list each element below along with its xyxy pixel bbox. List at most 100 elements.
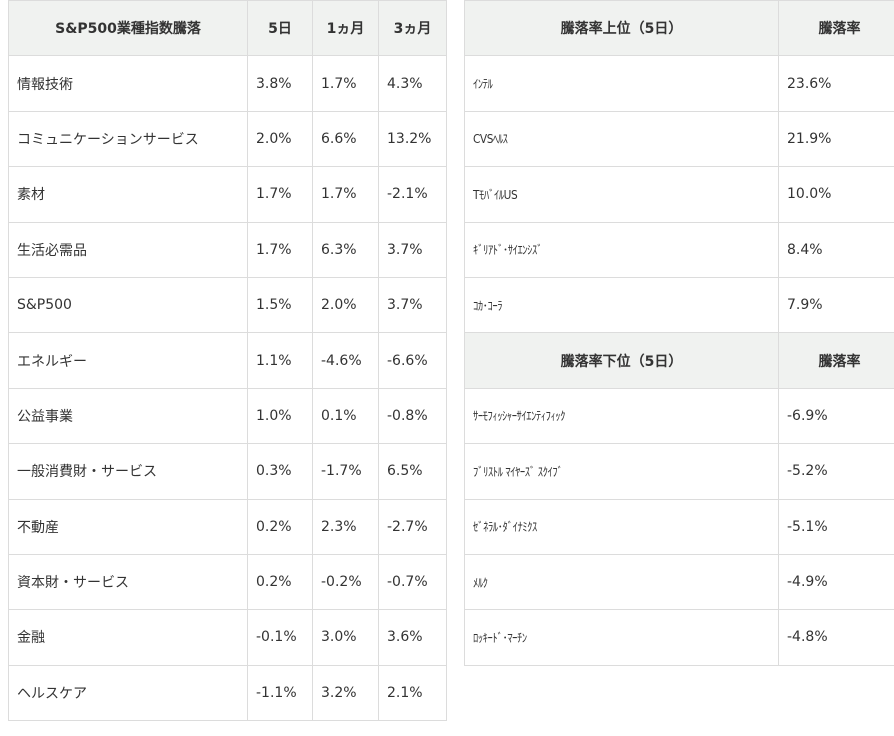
stock-name-cell: ｾﾞﾈﾗﾙ･ﾀﾞｲﾅﾐｸｽ <box>464 498 779 555</box>
stock-rate-cell: -4.9% <box>778 553 894 611</box>
change-3m-cell: 3.7% <box>378 221 447 278</box>
change-1m-cell: -1.7% <box>312 443 379 500</box>
sector-name-cell: 情報技術 <box>8 55 248 112</box>
sector-performance-table: S&P500業種指数騰落 5日 1ヵ月 3ヵ月 情報技術 3.8% 1.7% 4.3%… <box>8 0 447 722</box>
column-header-bottom-movers: 騰落率下位（5日） <box>464 332 779 389</box>
change-5d-cell: -0.1% <box>247 609 313 666</box>
sector-name-cell: 不動産 <box>8 498 248 555</box>
change-3m-cell: 4.3% <box>378 55 447 112</box>
change-1m-cell: -4.6% <box>312 332 379 389</box>
table-row: ﾛｯｷｰﾄﾞ･ﾏｰﾁﾝ -4.8% <box>464 609 894 666</box>
change-5d-cell: 0.3% <box>247 443 313 500</box>
change-5d-cell: 1.7% <box>247 221 313 278</box>
sector-name-cell: 金融 <box>8 609 248 666</box>
stock-rate-cell: 7.9% <box>778 276 894 334</box>
table-row: 一般消費財・サービス 0.3% -1.7% 6.5% <box>8 443 447 500</box>
table-row: 生活必需品 1.7% 6.3% 3.7% <box>8 221 447 278</box>
column-header-top-movers: 騰落率上位（5日） <box>464 0 779 57</box>
change-3m-cell: 2.1% <box>378 664 447 722</box>
sector-name-cell: 資本財・サービス <box>8 553 248 611</box>
change-5d-cell: -1.1% <box>247 664 313 722</box>
table-row: エネルギー 1.1% -4.6% -6.6% <box>8 332 447 389</box>
table-row: ﾒﾙｸ -4.9% <box>464 553 894 611</box>
change-3m-cell: 3.6% <box>378 609 447 666</box>
change-5d-cell: 1.7% <box>247 166 313 223</box>
change-1m-cell: 2.0% <box>312 276 379 334</box>
table-row: 不動産 0.2% 2.3% -2.7% <box>8 498 447 555</box>
stock-name-cell-text: ｷﾞﾘｱﾄﾞ･ｻｲｴﾝｼｽﾞ <box>473 243 543 258</box>
stock-name-cell-text: ﾛｯｷｰﾄﾞ･ﾏｰﾁﾝ <box>473 630 527 645</box>
sector-name-cell: エネルギー <box>8 332 248 389</box>
change-3m-cell: -2.1% <box>378 166 447 223</box>
table-row: S&P500 1.5% 2.0% 3.7% <box>8 276 447 334</box>
change-1m-cell: 3.2% <box>312 664 379 722</box>
change-3m-cell: 3.7% <box>378 276 447 334</box>
sector-name-cell: 素材 <box>8 166 248 223</box>
sector-name-cell: コミュニケーションサービス <box>8 110 248 168</box>
change-5d-cell: 2.0% <box>247 110 313 168</box>
stock-name-cell-text: CVSﾍﾙｽ <box>473 132 508 147</box>
change-5d-cell: 0.2% <box>247 553 313 611</box>
change-3m-cell: -0.8% <box>378 387 447 445</box>
change-1m-cell: 6.6% <box>312 110 379 168</box>
change-1m-cell: 1.7% <box>312 55 379 112</box>
stock-name-cell-text: ｻｰﾓﾌｨｯｼｬｰｻｲｴﾝﾃｨﾌｨｯｸ <box>473 409 565 424</box>
change-5d-cell: 1.5% <box>247 276 313 334</box>
stock-name-cell: ﾌﾞﾘｽﾄﾙ ﾏｲﾔｰｽﾞ ｽｸｲﾌﾞ <box>464 443 779 500</box>
stock-rate-cell: 10.0% <box>778 166 894 223</box>
stock-name-cell-text: ﾒﾙｸ <box>473 575 488 590</box>
table-row: コミュニケーションサービス 2.0% 6.6% 13.2% <box>8 110 447 168</box>
sector-name-cell: ヘルスケア <box>8 664 248 722</box>
stock-rate-cell: 8.4% <box>778 221 894 278</box>
change-5d-cell: 0.2% <box>247 498 313 555</box>
table-header-row: 騰落率下位（5日） 騰落率 <box>464 332 894 389</box>
change-5d-cell: 1.1% <box>247 332 313 389</box>
sector-name-cell: S&P500 <box>8 276 248 334</box>
column-header-bottom-rate: 騰落率 <box>778 332 894 389</box>
column-header-3m: 3ヵ月 <box>378 0 447 57</box>
stock-name-cell: ﾛｯｷｰﾄﾞ･ﾏｰﾁﾝ <box>464 609 779 666</box>
stock-name-cell-text: TﾓﾊﾞｲﾙUS <box>473 187 518 202</box>
change-5d-cell: 1.0% <box>247 387 313 445</box>
column-header-sector: S&P500業種指数騰落 <box>8 0 248 57</box>
change-1m-cell: 3.0% <box>312 609 379 666</box>
sector-name-cell: 一般消費財・サービス <box>8 443 248 500</box>
change-3m-cell: -0.7% <box>378 553 447 611</box>
table-row: ｲﾝﾃﾙ 23.6% <box>464 55 894 112</box>
stock-rate-cell: -4.8% <box>778 609 894 666</box>
sector-name-cell: 生活必需品 <box>8 221 248 278</box>
table-row: CVSﾍﾙｽ 21.9% <box>464 110 894 168</box>
change-5d-cell: 3.8% <box>247 55 313 112</box>
stock-name-cell: TﾓﾊﾞｲﾙUS <box>464 166 779 223</box>
table-row: TﾓﾊﾞｲﾙUS 10.0% <box>464 166 894 223</box>
stock-movers-table: 騰落率上位（5日） 騰落率 ｲﾝﾃﾙ 23.6% CVSﾍﾙｽ 21.9% Tﾓﾊﾞｲﾙ… <box>464 0 894 666</box>
stock-name-cell-text: ｾﾞﾈﾗﾙ･ﾀﾞｲﾅﾐｸｽ <box>473 520 537 535</box>
table-row: 資本財・サービス 0.2% -0.2% -0.7% <box>8 553 447 611</box>
table-row: ｻｰﾓﾌｨｯｼｬｰｻｲｴﾝﾃｨﾌｨｯｸ -6.9% <box>464 387 894 445</box>
stock-rate-cell: -5.1% <box>778 498 894 555</box>
stock-name-cell-text: ﾌﾞﾘｽﾄﾙ ﾏｲﾔｰｽﾞ ｽｸｲﾌﾞ <box>473 464 563 479</box>
stock-name-cell-text: ｲﾝﾃﾙ <box>473 77 493 92</box>
table-row: ｾﾞﾈﾗﾙ･ﾀﾞｲﾅﾐｸｽ -5.1% <box>464 498 894 555</box>
change-3m-cell: 13.2% <box>378 110 447 168</box>
stock-name-cell: ｻｰﾓﾌｨｯｼｬｰｻｲｴﾝﾃｨﾌｨｯｸ <box>464 387 779 445</box>
stock-rate-cell: -6.9% <box>778 387 894 445</box>
stock-name-cell: CVSﾍﾙｽ <box>464 110 779 168</box>
stock-rate-cell: -5.2% <box>778 443 894 500</box>
table-header-row: 騰落率上位（5日） 騰落率 <box>464 0 894 57</box>
table-header-row: S&P500業種指数騰落 5日 1ヵ月 3ヵ月 <box>8 0 447 57</box>
column-header-1m: 1ヵ月 <box>312 0 379 57</box>
stock-name-cell: ﾒﾙｸ <box>464 553 779 611</box>
table-row: ヘルスケア -1.1% 3.2% 2.1% <box>8 664 447 722</box>
stock-rate-cell: 23.6% <box>778 55 894 112</box>
column-header-top-rate: 騰落率 <box>778 0 894 57</box>
change-1m-cell: -0.2% <box>312 553 379 611</box>
column-header-5d: 5日 <box>247 0 313 57</box>
stock-name-cell: ｺｶ･ｺｰﾗ <box>464 276 779 334</box>
sector-name-cell: 公益事業 <box>8 387 248 445</box>
stock-rate-cell: 21.9% <box>778 110 894 168</box>
table-row: 金融 -0.1% 3.0% 3.6% <box>8 609 447 666</box>
table-row: 公益事業 1.0% 0.1% -0.8% <box>8 387 447 445</box>
table-row: 情報技術 3.8% 1.7% 4.3% <box>8 55 447 112</box>
change-3m-cell: -6.6% <box>378 332 447 389</box>
